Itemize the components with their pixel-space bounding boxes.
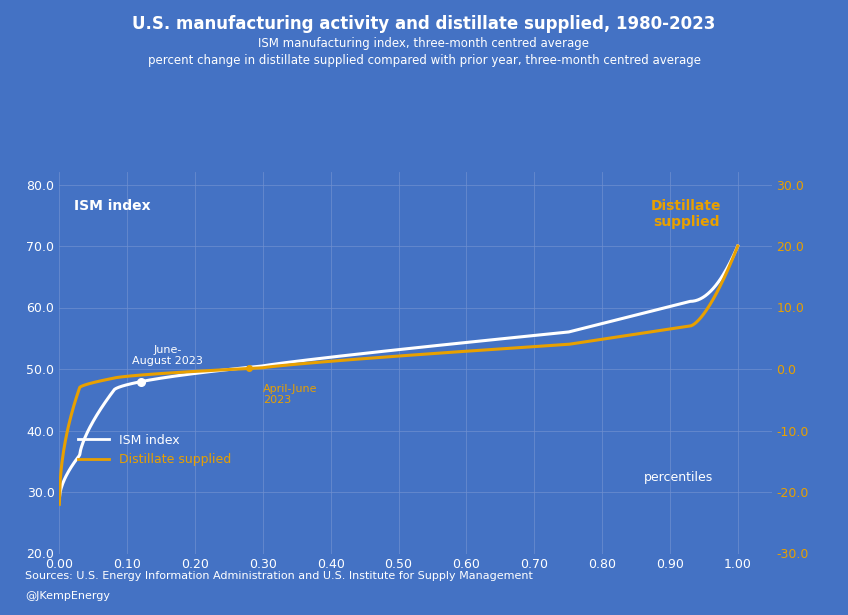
Text: percent change in distillate supplied compared with prior year, three-month cent: percent change in distillate supplied co… (148, 54, 700, 66)
Text: percentiles: percentiles (644, 470, 712, 484)
Text: ISM index: ISM index (74, 199, 150, 213)
Text: Sources: U.S. Energy Information Administration and U.S. Institute for Supply Ma: Sources: U.S. Energy Information Adminis… (25, 571, 533, 581)
Text: @JKempEnergy: @JKempEnergy (25, 592, 110, 601)
Text: June-
August 2023: June- August 2023 (132, 344, 204, 367)
Text: U.S. manufacturing activity and distillate supplied, 1980-2023: U.S. manufacturing activity and distilla… (132, 15, 716, 33)
Text: Distillate
supplied: Distillate supplied (651, 199, 722, 229)
Legend: ISM index, Distillate supplied: ISM index, Distillate supplied (73, 429, 237, 471)
Text: April-June
2023: April-June 2023 (263, 384, 317, 405)
Text: ISM manufacturing index, three-month centred average: ISM manufacturing index, three-month cen… (259, 37, 589, 50)
